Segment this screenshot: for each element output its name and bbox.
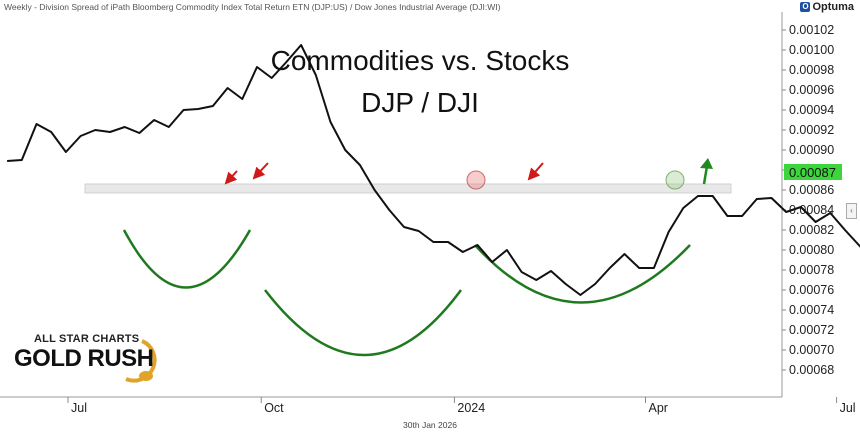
collapse-panel-button[interactable]: ‹ bbox=[846, 203, 857, 219]
y-tick-group: 0.00102 0.00100 0.00098 0.00096 0.00094 0.000… bbox=[782, 23, 834, 377]
y-tick-label: 0.00094 bbox=[789, 103, 834, 117]
y-tick-label: 0.00076 bbox=[789, 283, 834, 297]
pattern-arc bbox=[122, 229, 252, 289]
red-arrow-icon bbox=[252, 162, 269, 180]
logo-line2: GOLD RUSH bbox=[14, 345, 154, 372]
series-line bbox=[7, 44, 860, 296]
y-tick-label: 0.00072 bbox=[789, 323, 834, 337]
pattern-arc bbox=[264, 289, 463, 357]
y-tick-label: 0.00098 bbox=[789, 63, 834, 77]
gold-nugget-icon bbox=[139, 371, 153, 381]
last-value-label: 0.00087 bbox=[789, 165, 836, 180]
red-arrow-icon bbox=[527, 162, 544, 181]
y-tick-label: 0.00078 bbox=[789, 263, 834, 277]
optuma-logo-icon: O bbox=[800, 2, 811, 13]
chart-title: Commodities vs. Stocks bbox=[271, 45, 570, 76]
logo-arc bbox=[125, 339, 157, 383]
green-up-arrow-icon bbox=[702, 165, 709, 185]
y-tick-label: 0.00096 bbox=[789, 83, 834, 97]
brand-label: Optuma bbox=[812, 1, 854, 13]
logo-graphic bbox=[125, 339, 157, 383]
peak-highlight-circle bbox=[466, 170, 486, 190]
chart-subtitle: DJP / DJI bbox=[361, 87, 479, 118]
resistance-band bbox=[84, 183, 732, 194]
x-tick-label: Jul bbox=[840, 401, 856, 415]
x-tick-label: Apr bbox=[649, 401, 668, 415]
y-tick-label: 0.00080 bbox=[789, 243, 834, 257]
pattern-arc bbox=[474, 244, 691, 304]
y-tick-label: 0.00100 bbox=[789, 43, 834, 57]
x-tick-label: 2024 bbox=[457, 401, 485, 415]
y-tick-label: 0.00090 bbox=[789, 143, 834, 157]
gold-rush-logo: ALL STAR CHARTS GOLD RUSH bbox=[14, 333, 174, 383]
x-tick-label: Jul bbox=[71, 401, 87, 415]
y-tick-label: 0.00092 bbox=[789, 123, 834, 137]
y-tick-label: 0.00070 bbox=[789, 343, 834, 357]
logo-line1: ALL STAR CHARTS bbox=[34, 333, 140, 345]
y-tick-label: 0.00068 bbox=[789, 363, 834, 377]
x-tick-group: JulOct2024AprJulOct2025AprJulOct2026Apr bbox=[67, 397, 856, 415]
x-tick-label: Oct bbox=[264, 401, 284, 415]
green-arrowhead-icon bbox=[700, 158, 713, 169]
arc-group bbox=[122, 229, 691, 357]
plot-area bbox=[0, 12, 782, 397]
y-tick-label: 0.00082 bbox=[789, 223, 834, 237]
red-arrow-icon bbox=[224, 170, 238, 185]
optuma-brand: O Optuma bbox=[800, 1, 854, 13]
last-value-badge bbox=[784, 164, 842, 180]
y-tick-label: 0.00074 bbox=[789, 303, 834, 317]
date-footer: 30th Jan 2026 bbox=[403, 420, 457, 430]
chart-header: Weekly - Division Spread of iPath Bloomb… bbox=[4, 2, 501, 12]
breakout-highlight-circle bbox=[665, 170, 685, 190]
annotation-group bbox=[224, 158, 713, 190]
y-tick-label: 0.00102 bbox=[789, 23, 834, 37]
y-tick-label: 0.00086 bbox=[789, 183, 834, 197]
